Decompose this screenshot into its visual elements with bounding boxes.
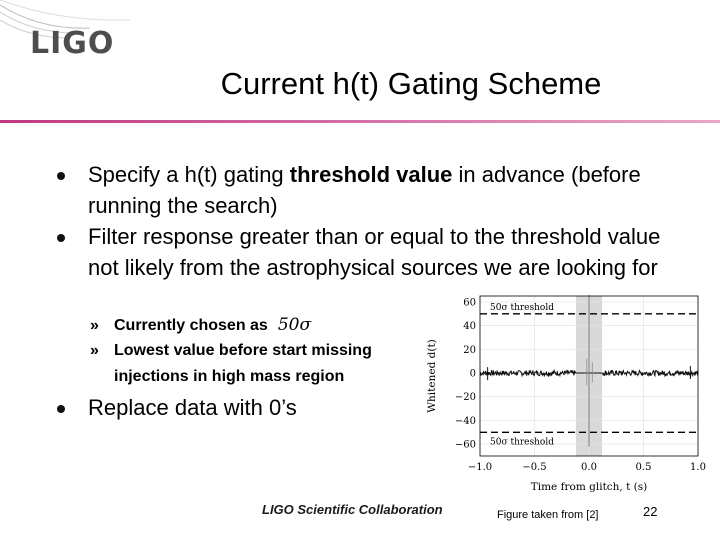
y-tick-label: 60 xyxy=(463,297,476,308)
page-number: 22 xyxy=(643,504,658,519)
y-tick-label: −60 xyxy=(455,440,476,451)
bullet-dot-icon xyxy=(57,172,65,180)
threshold-label-upper: 50σ threshold xyxy=(490,303,554,313)
x-tick-label: −1.0 xyxy=(468,462,492,473)
plot-frame xyxy=(479,295,699,457)
y-tick-label: −40 xyxy=(455,416,476,427)
x-tick-label: 1.0 xyxy=(690,462,706,473)
logo-text: LIGO xyxy=(30,26,115,61)
gating-figure: 50σ threshold 50σ threshold 60 40 20 0 −20 −40 −… xyxy=(426,294,706,493)
footer-collaboration: LIGO Scientific Collaboration xyxy=(262,502,443,517)
y-axis-label: Whitened d(t) xyxy=(426,339,438,413)
math-expression: 50σ xyxy=(277,315,312,335)
bullet-dot-icon xyxy=(57,234,65,242)
figure-caption: Figure taken from [2] xyxy=(497,509,599,521)
y-tick-label: −20 xyxy=(455,392,476,403)
x-axis-label: Time from glitch, t (s) xyxy=(531,481,648,493)
bullet-dot-icon xyxy=(57,405,65,413)
y-tick-label: 40 xyxy=(463,321,476,332)
sub-bullet: » Currently chosen as 50σ xyxy=(90,315,312,335)
sub-bullet: injections in high mass region xyxy=(114,368,345,385)
title-divider xyxy=(0,120,720,123)
sub-bullet: » Lowest value before start missing xyxy=(90,342,372,359)
x-tick-label: 0.5 xyxy=(636,462,652,473)
x-tick-label: −0.5 xyxy=(522,462,546,473)
x-tick-label: 0.0 xyxy=(581,462,597,473)
logo-curves-icon xyxy=(0,0,131,39)
y-tick-label: 20 xyxy=(463,345,476,356)
bullet-text: Specify a h(t) gating threshold value in… xyxy=(88,162,641,218)
threshold-label-lower: 50σ threshold xyxy=(490,437,554,447)
y-tick-label: 0 xyxy=(470,369,476,380)
bullet-text: Filter response greater than or equal to… xyxy=(88,224,661,280)
logo-area: LIGO xyxy=(0,0,140,75)
slide-title: Current h(t) Gating Scheme xyxy=(220,66,602,101)
bullet-text: Replace data with 0’s xyxy=(88,395,297,420)
